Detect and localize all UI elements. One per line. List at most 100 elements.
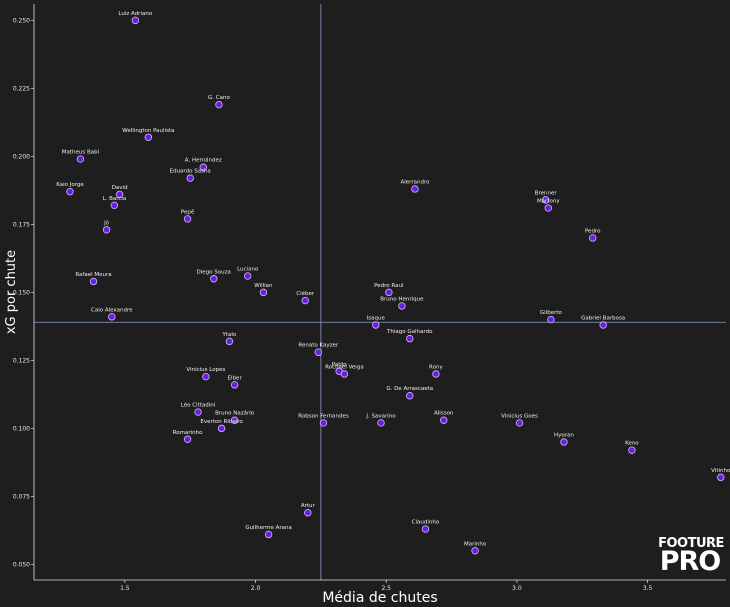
point-marker [398,302,406,310]
point-marker [210,275,218,283]
point-marker [183,215,192,223]
y-tick-label: 0.175 [13,221,30,228]
point-marker [340,370,349,378]
point-label: A. Hernández [185,157,222,164]
point-marker [225,337,234,346]
point-label: J. Savarino [365,413,396,419]
point-label: Elber [228,375,243,381]
data-point: Rochael Veiga [325,364,364,378]
data-point: Gilberto [540,310,563,324]
point-marker [406,334,414,343]
point-marker [717,473,725,482]
data-point: Bruno Nazário [215,410,255,424]
point-marker [110,201,119,210]
point-marker [589,234,597,242]
point-label: Robson Fernandes [298,413,349,419]
point-label: Vitinho [711,468,730,474]
point-label: Matheus Babi [62,150,100,156]
data-point: David [112,185,128,199]
point-label: Jô [103,219,110,226]
point-marker [230,416,239,424]
point-marker [131,16,140,25]
data-point: Rony [429,364,443,378]
data-point: Rafael Moura [75,272,112,286]
point-label: Everton Ribeiro [200,419,243,425]
point-label: Caio Alexandre [91,307,133,313]
data-point: Luiz Adriano [118,11,153,25]
point-marker [108,313,116,321]
point-marker [314,348,322,356]
point-label: Rafael Moura [75,272,111,278]
point-marker [183,435,192,443]
data-point: J. Savarino [365,413,396,427]
data-point: Kaio Jorge [56,182,84,196]
x-tick-label: 1.5 [120,585,130,592]
data-point: Vinicius Goes [501,413,538,427]
point-marker [217,424,226,433]
data-point: Léo Cittadini [181,402,216,416]
point-label: Vinicius Goes [501,413,538,419]
point-marker [406,392,414,400]
point-marker [244,272,252,280]
point-label: Artur [301,503,316,509]
point-marker [599,321,607,329]
point-marker [115,190,124,199]
x-tick-label: 2.5 [381,585,391,592]
data-point: Thiago Galhardo [386,329,433,343]
point-marker [544,204,552,212]
data-points: Luiz Adriano G. Cano Wellington Paulista Ma… [56,11,730,555]
point-label: Keno [625,441,639,447]
y-tick-label: 0.125 [13,357,30,364]
y-tick-label: 0.200 [13,153,30,160]
data-point: Cléber [296,290,315,305]
point-label: Alerrandro [401,179,431,185]
data-point: Keno [625,441,639,454]
data-point: A. Hernández [185,157,222,171]
point-marker [215,100,223,109]
data-point: Gabriel Barbosa [581,316,625,329]
point-marker [385,288,393,297]
data-point: Martony [537,199,560,212]
data-point: Eduardo Sasha [170,169,211,182]
y-tick-label: 0.225 [13,85,30,92]
point-marker [102,226,111,234]
point-label: G. De Arrascaeta [386,386,433,392]
point-marker [199,163,207,171]
point-label: Luciano [237,267,259,273]
data-point: Luciano [237,267,259,280]
point-label: Bruno Henrique [380,296,424,302]
data-point: Pepê [181,208,195,223]
data-point: G. Cano [208,95,230,109]
point-label: Pedro Raul [374,283,404,289]
point-marker [89,277,98,286]
data-point: Artur [301,503,316,517]
data-point: Willian [254,283,273,297]
data-point: Vinicius Lopes [186,367,225,381]
point-label: Kaio Jorge [56,182,84,188]
point-marker [194,408,202,416]
y-ticks: 0.050 0.075 0.100 0.125 0.150 0.175 0.200 0.225… [13,17,34,568]
point-label: Gilberto [540,310,563,316]
point-marker [471,547,479,555]
data-point: Everton Ribeiro [200,419,243,433]
data-point: Bruno Henrique [380,296,424,310]
point-label: Romarinho [173,430,203,436]
data-point: Hyoran [554,432,574,446]
point-label: Pepê [181,208,195,215]
point-marker [202,372,210,381]
x-tick-label: 3.5 [643,585,653,592]
point-label: Isaque [367,316,386,322]
data-point: Diego Souza [197,269,231,283]
x-axis-label: Média de chutes [322,590,437,606]
point-label: Wellington Paulista [122,128,174,134]
point-marker [301,296,309,305]
y-tick-label: 0.075 [13,493,30,500]
point-marker [66,188,74,196]
point-marker [264,530,273,539]
point-marker [541,196,550,204]
y-tick-label: 0.100 [13,425,30,432]
point-marker [560,438,568,446]
point-marker [421,525,430,533]
